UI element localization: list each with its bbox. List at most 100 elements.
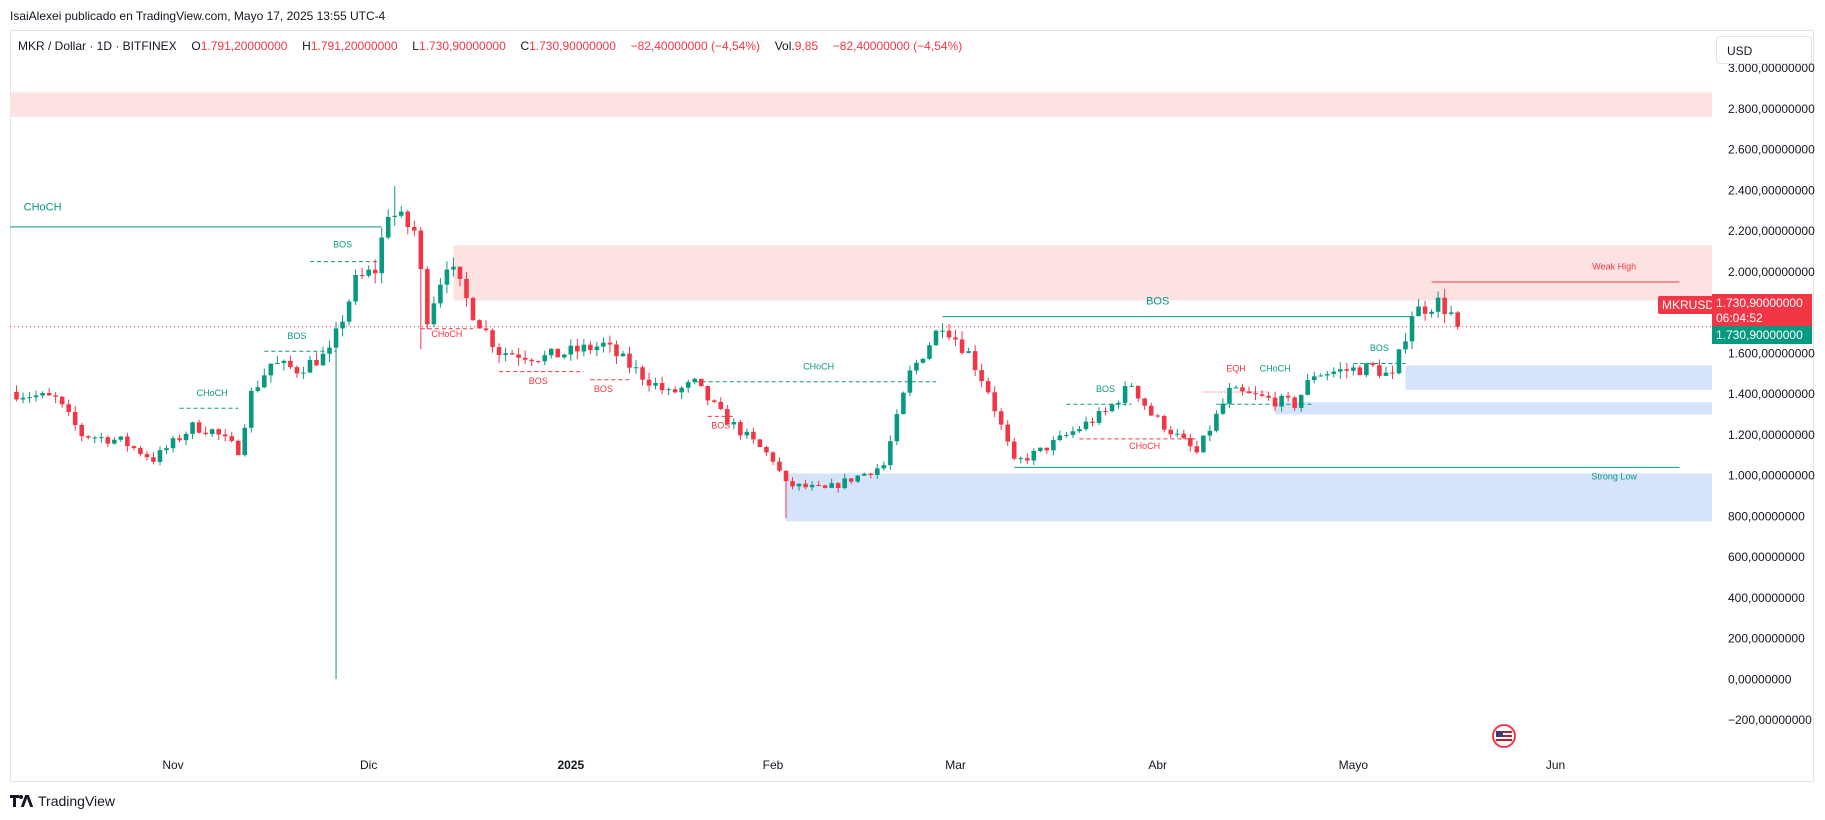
candle[interactable] [861,472,867,476]
currency-button[interactable]: USD [1716,36,1812,64]
candle[interactable] [1351,364,1356,376]
candle[interactable] [927,342,932,361]
candle[interactable] [1090,417,1095,427]
candle[interactable] [112,437,117,445]
candle[interactable] [196,419,202,434]
candle[interactable] [731,418,737,430]
candle[interactable] [757,438,763,448]
tradingview-brand[interactable]: TradingView [10,793,115,809]
candle[interactable] [555,348,561,358]
candle[interactable] [138,445,143,457]
candle[interactable] [1383,366,1389,376]
candle[interactable] [672,386,678,394]
candle[interactable] [222,429,228,442]
candle[interactable] [1240,383,1245,396]
candle[interactable] [457,266,463,287]
candle[interactable] [1259,390,1265,398]
candle[interactable] [1409,311,1415,350]
candle[interactable] [901,391,906,415]
candle[interactable] [705,385,711,406]
candle[interactable] [1324,370,1330,381]
candle[interactable] [177,434,182,443]
candle[interactable] [366,265,371,278]
candle[interactable] [464,272,469,307]
candle[interactable] [125,432,130,452]
candle[interactable] [614,340,619,364]
candle[interactable] [607,335,613,353]
candle[interactable] [131,445,137,451]
candle[interactable] [105,435,111,447]
candle[interactable] [1422,300,1428,321]
candle[interactable] [20,392,26,404]
candle[interactable] [46,388,52,396]
candle[interactable] [451,257,456,277]
candle[interactable] [796,483,802,491]
candle[interactable] [946,323,952,341]
candle[interactable] [1188,433,1193,452]
candle[interactable] [601,337,606,353]
candle[interactable] [1148,402,1154,417]
candle[interactable] [118,436,124,442]
candle[interactable] [1233,385,1239,389]
candle[interactable] [985,377,991,395]
candle[interactable] [1122,381,1128,406]
candle[interactable] [1357,365,1363,376]
candle[interactable] [842,473,847,490]
candle[interactable] [99,432,104,443]
candle[interactable] [620,350,626,357]
candle[interactable] [594,341,600,357]
candle[interactable] [340,315,345,337]
candle[interactable] [803,479,808,490]
candle[interactable] [1279,393,1284,412]
candle[interactable] [835,481,841,493]
candle[interactable] [542,350,548,366]
candle[interactable] [1161,414,1167,433]
candle[interactable] [698,378,704,387]
candle[interactable] [379,227,384,284]
candle[interactable] [66,399,71,417]
candle[interactable] [359,267,365,280]
candle[interactable] [151,452,156,465]
candle[interactable] [1109,403,1115,413]
candle[interactable] [953,329,958,347]
candle[interactable] [470,296,476,321]
candle[interactable] [1344,362,1350,379]
candle[interactable] [1227,383,1232,408]
candle[interactable] [1011,437,1017,461]
candle[interactable] [346,299,352,326]
candle[interactable] [666,387,671,396]
candle[interactable] [327,340,332,362]
us-flag-event-icon[interactable] [1492,724,1516,748]
candle[interactable] [881,461,887,471]
candle[interactable] [855,474,861,484]
candle[interactable] [1429,309,1434,318]
candle[interactable] [33,390,39,402]
candle[interactable] [1155,413,1160,418]
candle[interactable] [209,428,215,437]
candle[interactable] [1018,456,1024,464]
candle[interactable] [640,365,645,386]
candle[interactable] [1096,407,1102,426]
candle[interactable] [255,380,261,393]
candle[interactable] [444,261,450,294]
candle[interactable] [477,319,482,329]
candle[interactable] [959,331,965,355]
candle[interactable] [1377,359,1382,379]
candle[interactable] [1272,391,1278,412]
candle[interactable] [751,427,756,444]
candle[interactable] [1338,362,1343,379]
candle[interactable] [353,269,358,305]
candle[interactable] [562,353,567,360]
candle[interactable] [1005,419,1011,447]
candle[interactable] [438,278,443,308]
candle[interactable] [1207,425,1213,442]
candle[interactable] [1435,291,1441,318]
candle[interactable] [1070,426,1076,439]
candle[interactable] [412,220,417,237]
candle[interactable] [59,395,65,408]
candle[interactable] [581,339,587,357]
candle[interactable] [203,426,208,436]
candle[interactable] [1220,398,1226,416]
candle[interactable] [1403,332,1408,354]
